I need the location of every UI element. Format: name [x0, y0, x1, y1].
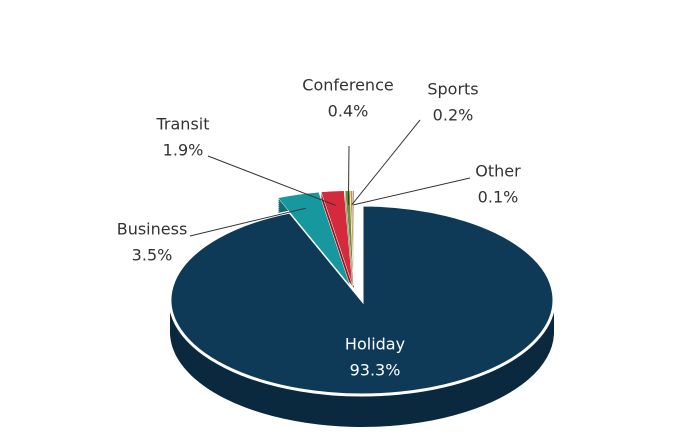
slice-value: 0.4% — [328, 102, 369, 121]
slice-value: 93.3% — [350, 361, 401, 380]
leader-line — [353, 177, 471, 206]
slice-value: 3.5% — [132, 246, 173, 265]
slice-label: Conference — [302, 76, 393, 95]
slice — [320, 190, 353, 286]
leader-line — [347, 145, 350, 205]
leader-line — [189, 207, 307, 237]
slice-label: Business — [117, 220, 188, 239]
slice — [168, 203, 556, 397]
slice-label: Sports — [427, 80, 478, 99]
slice-side — [345, 196, 354, 292]
slice-value: 0.2% — [433, 106, 474, 125]
slice-label: Transit — [156, 115, 210, 134]
leader-line — [351, 119, 421, 206]
slice-side — [345, 198, 354, 294]
slice — [344, 190, 354, 286]
slice-value: 1.9% — [163, 141, 204, 160]
slice-label: Holiday — [345, 335, 405, 354]
slice — [352, 190, 355, 286]
slice-value: 0.1% — [478, 188, 519, 207]
leader-line — [207, 155, 336, 206]
slice-label: Other — [475, 162, 521, 181]
slice-side — [345, 194, 354, 290]
slice — [277, 191, 351, 287]
